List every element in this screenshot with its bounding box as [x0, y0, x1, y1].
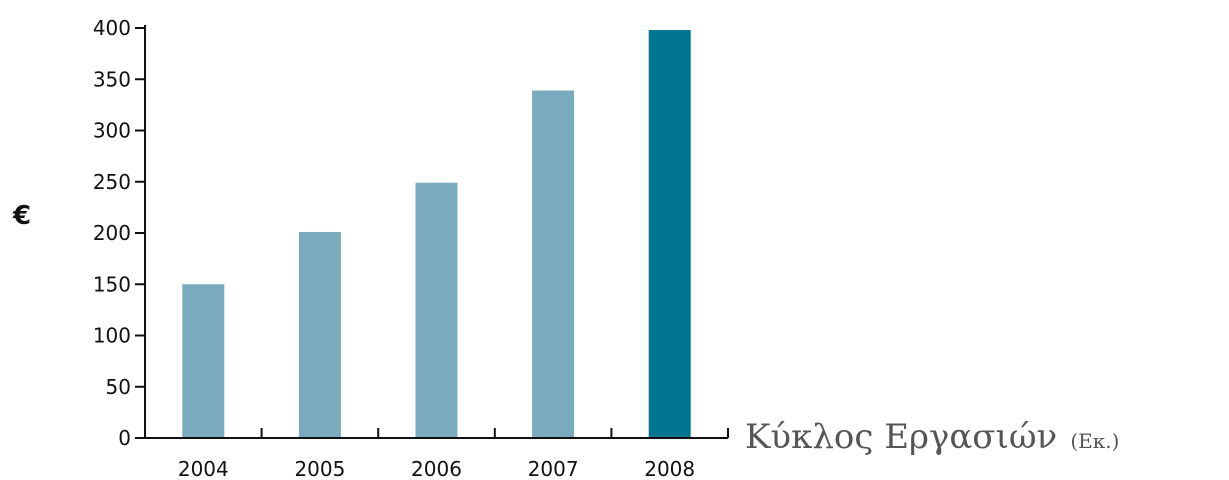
x-tick-label: 2007 [528, 457, 579, 480]
bars [182, 30, 691, 439]
y-tick-label: 250 [93, 170, 131, 194]
x-tick-label: 2004 [178, 457, 229, 480]
y-tick-label: 100 [93, 324, 131, 348]
x-tick-label: 2005 [294, 457, 345, 480]
y-tick-label: 300 [93, 119, 131, 143]
y-tick-label: 0 [118, 426, 131, 450]
bar-2006 [415, 182, 458, 438]
y-tick-label: 200 [93, 221, 131, 245]
x-tick-label: 2006 [411, 457, 462, 480]
y-tick-label: 350 [93, 67, 131, 91]
y-tick-label: 150 [93, 272, 131, 296]
bar-2004 [182, 284, 225, 438]
y-axis-unit-label: € [12, 201, 31, 231]
bar-2008 [648, 30, 691, 439]
x-axis: 2004 2005 2006 2007 2008 [178, 428, 729, 480]
y-tick-label: 50 [106, 375, 131, 399]
x-tick-label: 2008 [644, 457, 695, 480]
bar-2005 [298, 231, 341, 438]
y-axis: 0 50 100 150 200 250 300 350 400 [93, 16, 145, 450]
bar-2007 [532, 90, 575, 439]
caption-sub-text: (Εκ.) [1070, 429, 1119, 453]
chart-caption: Κύκλος Εργασιών (Εκ.) [745, 417, 1119, 457]
y-tick-label: 400 [93, 16, 131, 40]
caption-main-text: Κύκλος Εργασιών [745, 417, 1057, 457]
